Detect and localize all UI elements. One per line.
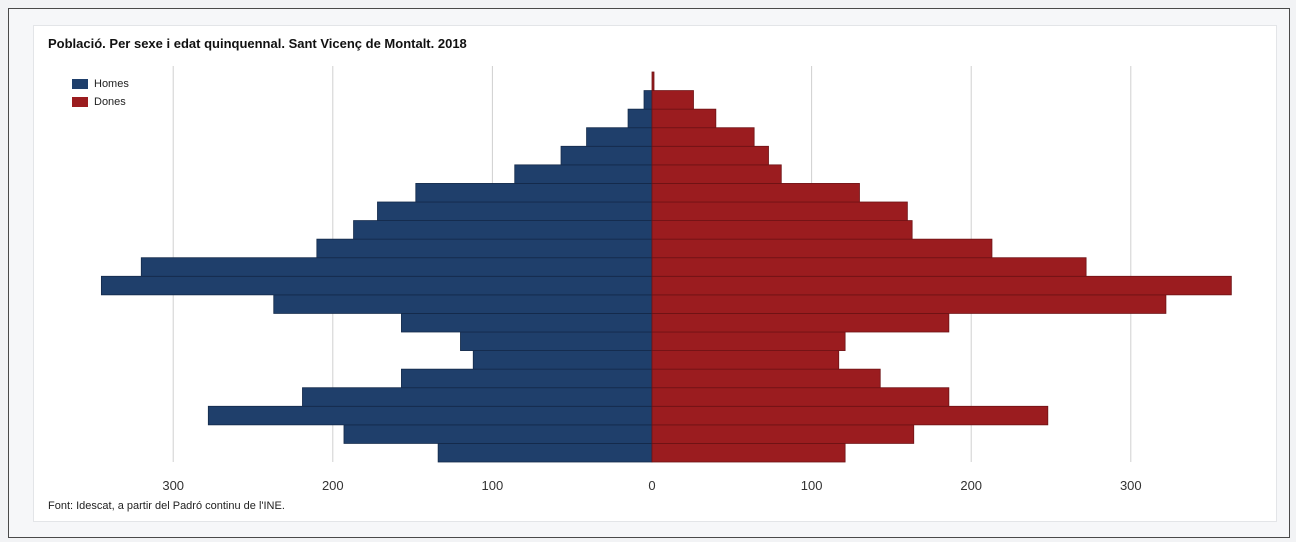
- bar-homes: [460, 331, 653, 351]
- bar-homes: [627, 108, 653, 129]
- bar-homes: [377, 201, 653, 221]
- legend-item-women: Dones: [72, 93, 129, 111]
- bar-dones: [651, 238, 993, 259]
- bar-homes: [560, 145, 653, 166]
- bar-homes: [273, 294, 653, 314]
- bar-homes: [343, 424, 653, 444]
- bar-dones: [651, 331, 846, 351]
- legend-swatch-men: [72, 79, 88, 89]
- x-tick-label: 200: [960, 478, 982, 493]
- bar-homes: [401, 313, 653, 333]
- bar-dones: [651, 71, 655, 91]
- bar-homes: [643, 90, 653, 110]
- bar-dones: [651, 424, 915, 444]
- bar-homes: [207, 405, 653, 426]
- bar-dones: [651, 201, 908, 221]
- bar-homes: [415, 183, 653, 203]
- bar-homes: [316, 238, 653, 259]
- legend-swatch-women: [72, 97, 88, 107]
- bar-dones: [651, 387, 950, 407]
- bar-homes: [100, 275, 653, 296]
- source-note: Font: Idescat, a partir del Padró contin…: [48, 500, 285, 512]
- bar-dones: [651, 275, 1232, 296]
- bar-dones: [651, 294, 1167, 314]
- bar-homes: [353, 220, 653, 240]
- legend-label-men: Homes: [94, 78, 129, 90]
- bar-dones: [651, 443, 846, 463]
- x-tick-label: 200: [322, 478, 344, 493]
- bar-homes: [140, 257, 653, 277]
- bar-dones: [651, 350, 840, 370]
- bar-homes: [302, 387, 653, 407]
- bar-dones: [651, 127, 755, 147]
- bar-dones: [651, 145, 769, 166]
- bar-homes: [401, 368, 653, 389]
- bar-dones: [651, 90, 694, 110]
- bar-dones: [651, 220, 913, 240]
- bar-homes: [472, 350, 653, 370]
- legend-label-women: Dones: [94, 96, 126, 108]
- x-tick-label: 300: [1120, 478, 1142, 493]
- bar-homes: [514, 164, 653, 184]
- bar-dones: [651, 164, 782, 184]
- x-tick-label: 0: [648, 478, 655, 493]
- bar-dones: [651, 313, 950, 333]
- legend: Homes Dones: [72, 75, 129, 111]
- x-tick-label: 100: [801, 478, 823, 493]
- bar-dones: [651, 257, 1087, 277]
- x-tick-label: 300: [162, 478, 184, 493]
- x-tick-label: 100: [482, 478, 504, 493]
- bar-dones: [651, 368, 881, 389]
- bar-dones: [651, 183, 860, 203]
- bar-homes: [586, 127, 653, 147]
- legend-item-men: Homes: [72, 75, 129, 93]
- bar-dones: [651, 108, 717, 129]
- bar-dones: [651, 405, 1049, 426]
- chart-title: Població. Per sexe i edat quinquennal. S…: [48, 36, 467, 51]
- bar-homes: [437, 443, 653, 463]
